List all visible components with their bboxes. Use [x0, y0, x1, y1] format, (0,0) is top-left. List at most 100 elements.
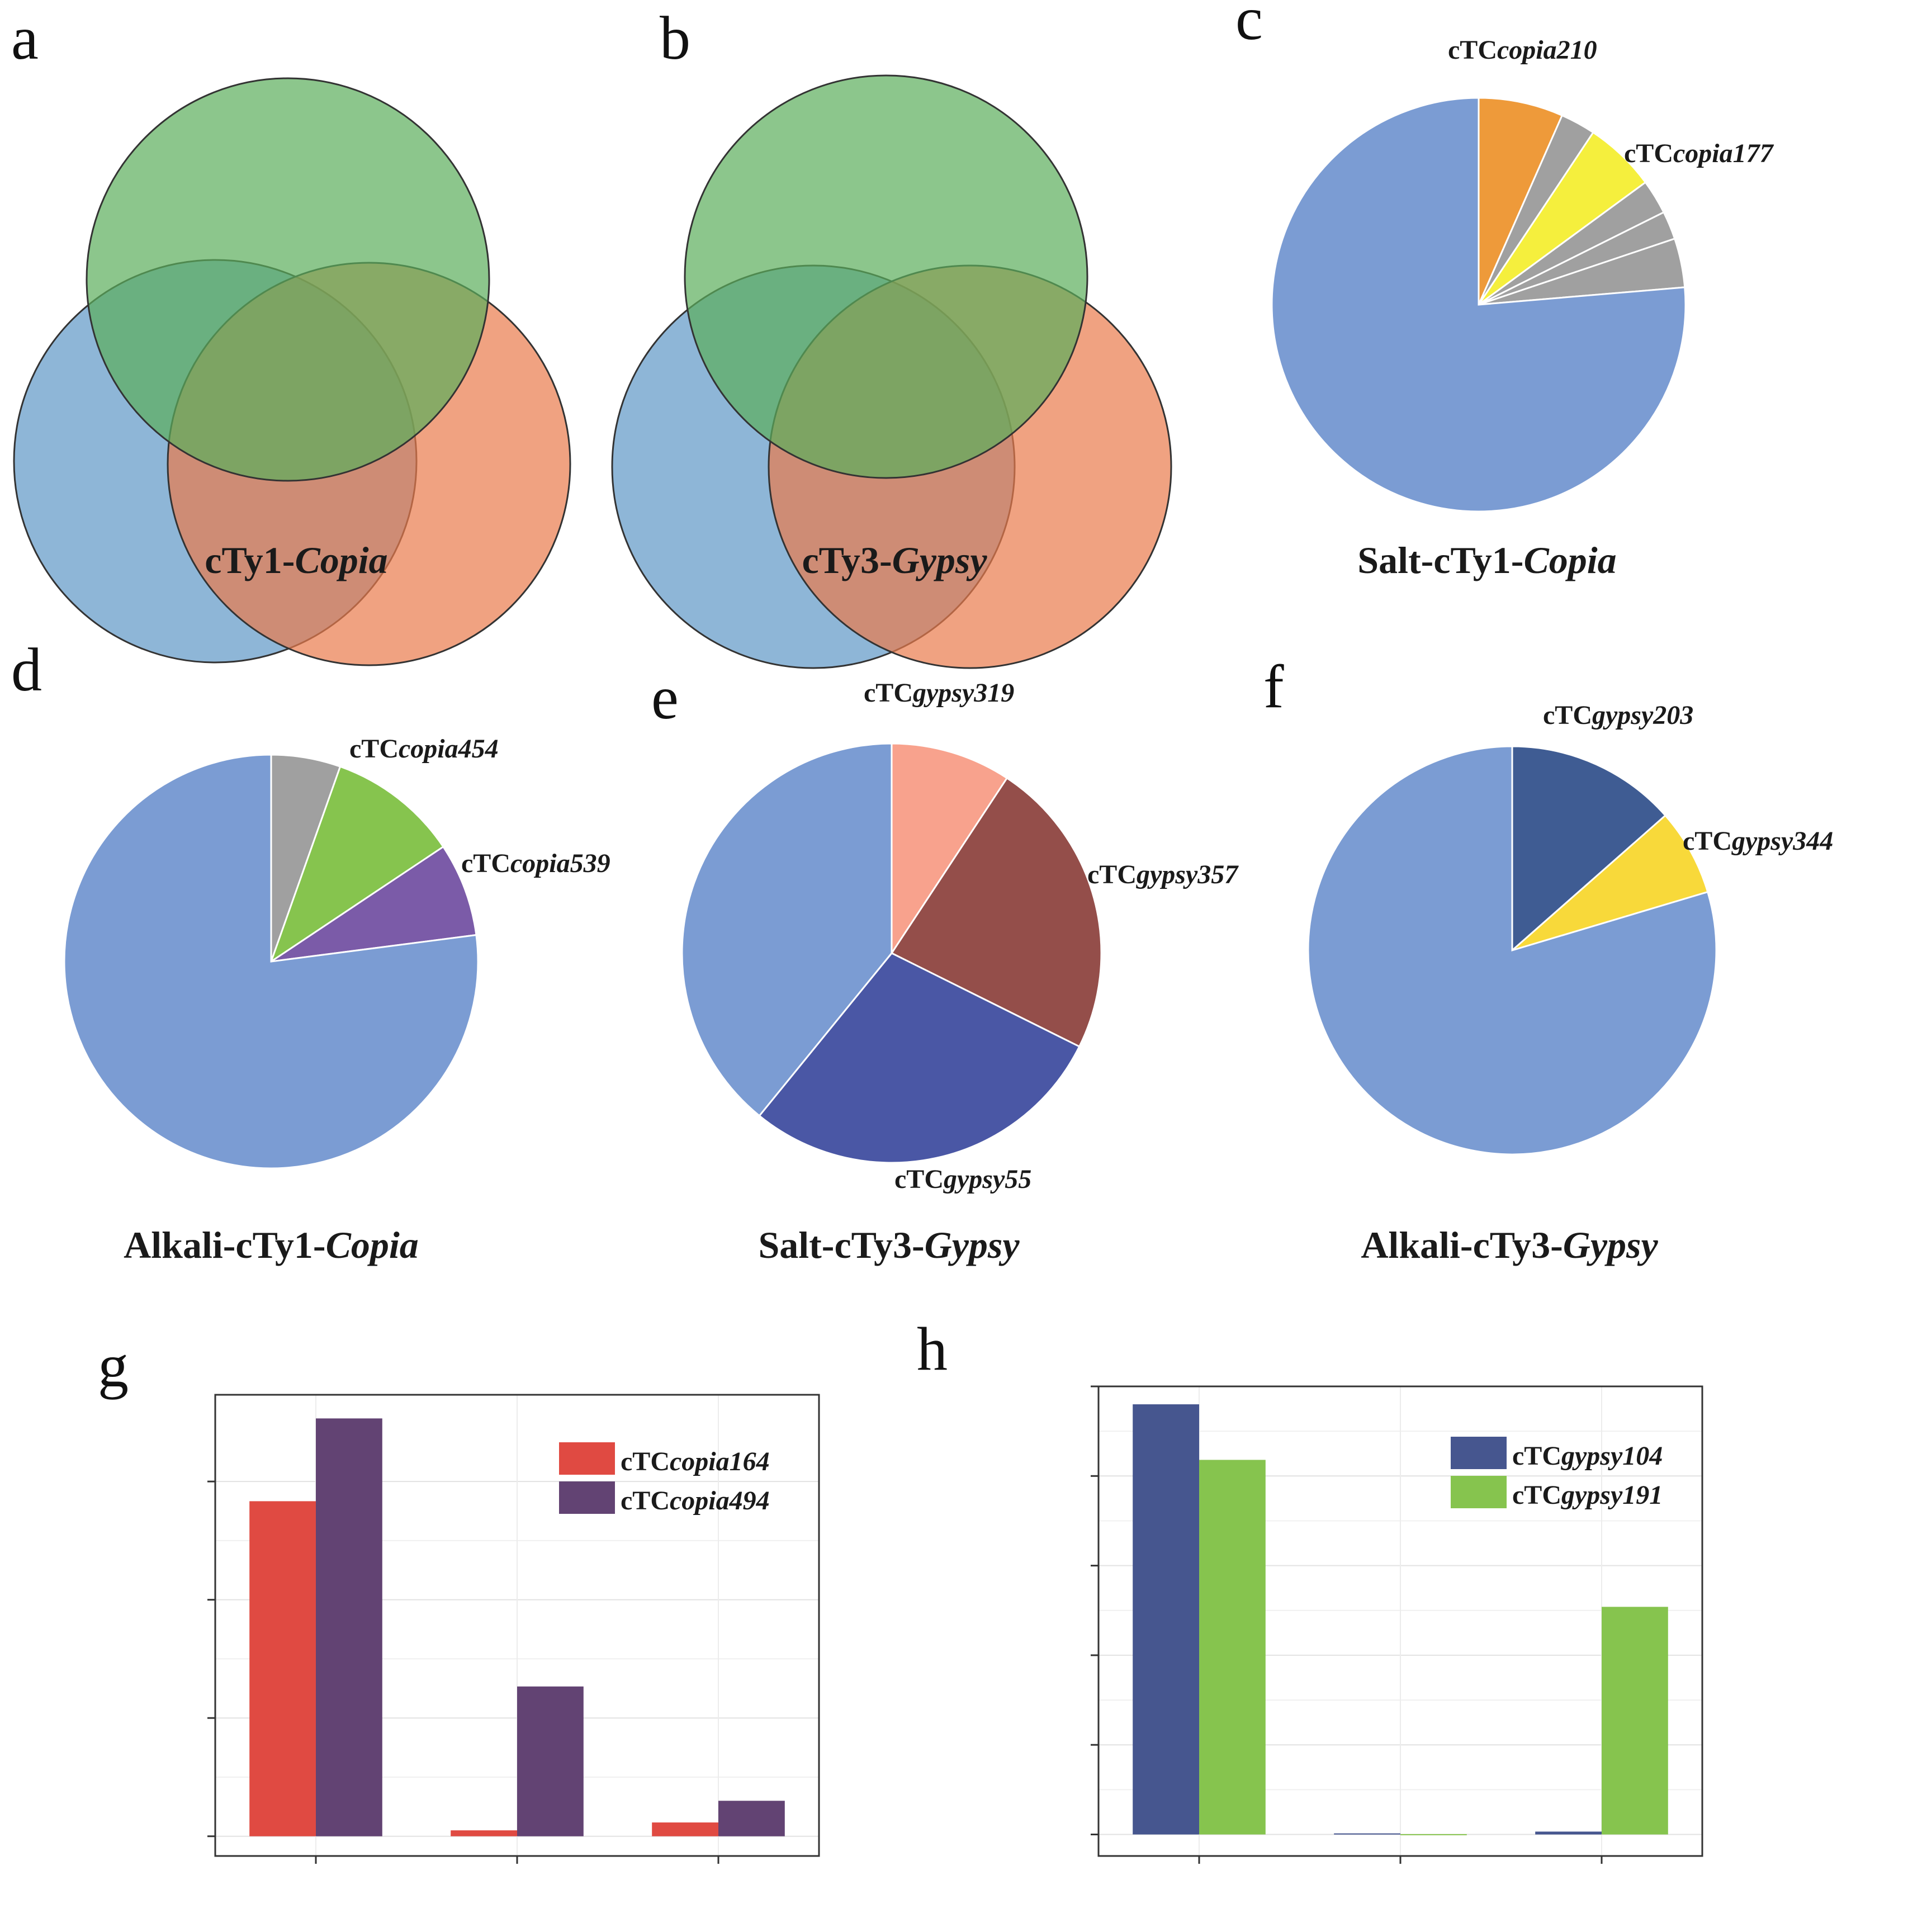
pie-slice-name-prefix: cTC [1543, 700, 1592, 730]
venn-title-italic: Copia [295, 539, 387, 581]
legend-label-italic: gypsy104 [1561, 1441, 1663, 1471]
pie-slice-name-italic: copia539 [510, 849, 610, 878]
pie-slice [271, 845, 477, 963]
legend-label-italic: copia164 [670, 1447, 770, 1476]
venn-circle-ck [684, 74, 1088, 479]
venn-title-prefix: cTy1- [205, 539, 295, 581]
pie-title-prefix: Alkali-cTy1- [124, 1224, 325, 1266]
bar [1133, 1404, 1199, 1835]
legend-swatch [559, 1481, 615, 1514]
legend-label: cTCcopia494 [621, 1486, 770, 1516]
legend-label-prefix: cTC [621, 1486, 670, 1516]
pie-slice-name-prefix: cTC [1683, 826, 1732, 856]
pie-slice [890, 776, 1102, 1048]
legend-label: cTCgypsy104 [1512, 1441, 1663, 1471]
pie-slice [1478, 97, 1564, 305]
venn-title: cTy3-Gypsy [802, 539, 987, 581]
venn-title-italic: Gypsy [892, 539, 988, 581]
pie-title-italic: Gypsy [925, 1224, 1020, 1266]
pie-title-italic: Copia [326, 1224, 419, 1266]
legend-swatch [559, 1442, 615, 1475]
venn-a: cTy1-Copia [13, 77, 571, 666]
pie-title: Alkali-cTy1-Copia [124, 1224, 419, 1266]
pie-slice-name: cTCcopia454 [349, 734, 499, 764]
legend-label-italic: copia494 [670, 1486, 770, 1516]
pie-slice-name-italic: gypsy203 [1592, 700, 1693, 730]
pie-slice-name: cTCgypsy319 [864, 678, 1014, 708]
pie-slice [1478, 131, 1647, 306]
bar [652, 1822, 718, 1836]
venn-circle-ck [86, 77, 490, 482]
pie-title: Salt-cTy3-Gypsy [758, 1224, 1020, 1266]
panel-letter-c: c [1235, 0, 1263, 53]
pie-slice-name: cTCgypsy203 [1543, 700, 1693, 730]
bar [1334, 1833, 1400, 1835]
plot-frame [1097, 1385, 1703, 1857]
venn-b: cTy3-Gypsy [611, 74, 1172, 669]
pie-title: Alkali-cTy3-Gypsy [1361, 1224, 1658, 1266]
panel-letter-b: b [660, 4, 690, 72]
pie-slice [63, 754, 479, 1169]
legend-swatch [1451, 1437, 1507, 1469]
pie-slice [681, 742, 893, 1117]
pie-title-prefix: Salt-cTy3- [758, 1224, 924, 1266]
bar [517, 1686, 584, 1836]
venn-title: cTy1-Copia [205, 539, 387, 581]
pie-title: Salt-cTy1-Copia [1357, 539, 1616, 581]
legend-label-italic: gypsy191 [1561, 1480, 1663, 1510]
pie-slice-name-italic: gypsy55 [943, 1164, 1031, 1194]
pie-slice-name-italic: gypsy344 [1731, 826, 1833, 856]
bar [1199, 1460, 1266, 1835]
pie-slice-name: cTCgypsy357 [1087, 860, 1239, 889]
pie-title-italic: Gypsy [1563, 1224, 1659, 1266]
pie-slice-name-prefix: cTC [894, 1164, 944, 1194]
pie-slice-name-prefix: cTC [1087, 860, 1137, 889]
bar [1400, 1834, 1467, 1835]
pie-slice-name-prefix: cTC [864, 678, 913, 708]
bar [451, 1830, 517, 1836]
pie-slice-name-italic: copia210 [1497, 35, 1597, 65]
pie-slice-name-prefix: cTC [1448, 35, 1497, 65]
bar [249, 1501, 316, 1836]
pie-slice-name-italic: copia177 [1673, 139, 1774, 168]
legend-label-prefix: cTC [1512, 1480, 1561, 1510]
panel-letter-f: f [1263, 652, 1284, 721]
pie-slice [1307, 745, 1717, 1156]
bar [718, 1801, 785, 1836]
pie-slice [1511, 745, 1667, 953]
pie-slice [1512, 814, 1709, 951]
pie-slice [1271, 97, 1687, 513]
legend-swatch [1451, 1476, 1507, 1508]
panel-letter-g: g [98, 1332, 129, 1400]
pie-slice [269, 765, 444, 964]
legend-label-prefix: cTC [1512, 1441, 1561, 1471]
pie-e: cTCgypsy319cTCgypsy357cTCgypsy55Salt-cTy… [681, 678, 1239, 1266]
pie-slice-name: cTCgypsy55 [894, 1164, 1031, 1194]
bar [1602, 1607, 1668, 1835]
pie-slice-name: cTCcopia539 [461, 849, 610, 878]
pie-slice-name: cTCcopia177 [1624, 139, 1774, 168]
pie-slice-name-prefix: cTC [349, 734, 399, 764]
pie-slice [891, 742, 1009, 956]
bar [1535, 1831, 1602, 1835]
pie-slice [758, 952, 1081, 1164]
panel-letter-e: e [651, 664, 679, 732]
pie-slice-name-italic: gypsy357 [1136, 860, 1239, 889]
panel-letter-d: d [11, 636, 42, 704]
panel-letter-h: h [917, 1315, 948, 1383]
legend-label: cTCcopia164 [621, 1447, 770, 1476]
pie-slice-name-italic: copia454 [399, 734, 499, 764]
legend-label: cTCgypsy191 [1512, 1480, 1663, 1510]
panel-letter-a: a [11, 4, 39, 72]
pie-slice-name-prefix: cTC [1624, 139, 1673, 168]
pie-slice-name-prefix: cTC [461, 849, 510, 878]
pie-slice-name: cTCcopia210 [1448, 35, 1597, 65]
legend-label-prefix: cTC [621, 1447, 670, 1476]
pie-title-italic: Copia [1523, 539, 1616, 581]
plot-frame [214, 1394, 820, 1857]
